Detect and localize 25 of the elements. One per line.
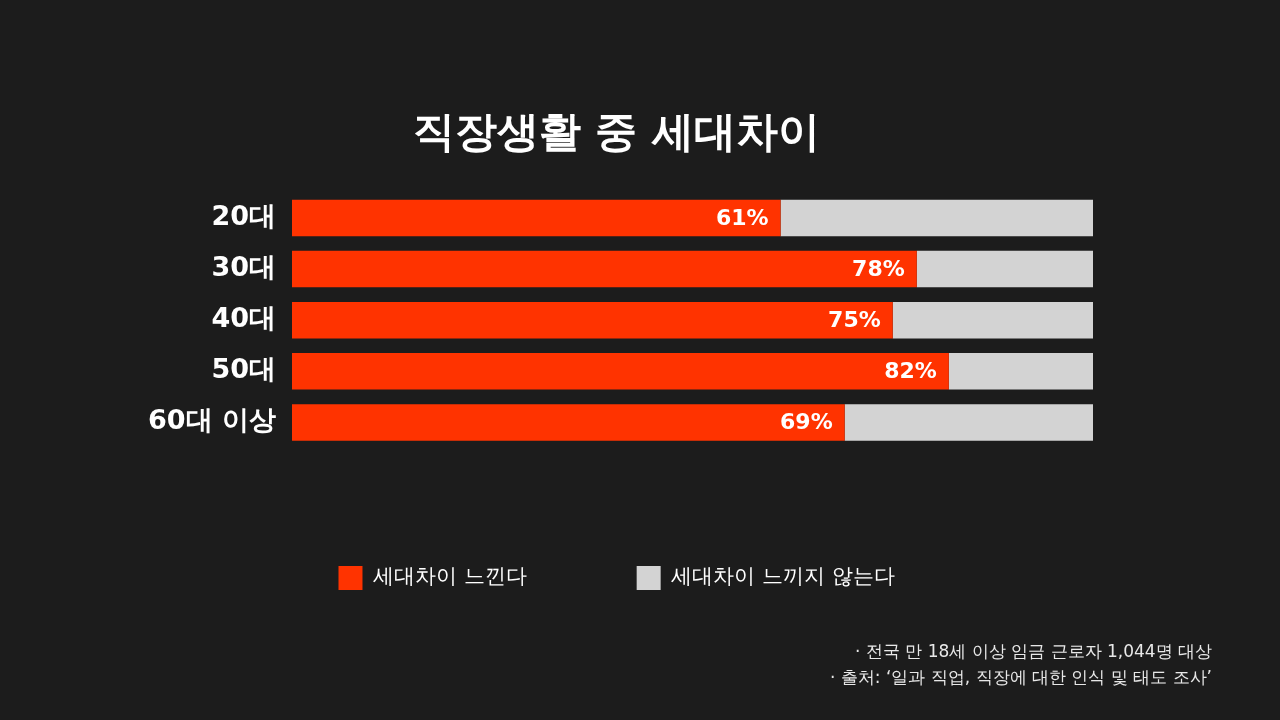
bar: [780, 199, 1093, 237]
bar: [291, 353, 949, 390]
bar: [948, 353, 1093, 390]
bar: [291, 199, 781, 237]
y-tick-label: 50대: [211, 353, 276, 385]
bar: [892, 301, 1093, 339]
y-tick-label: 40대: [211, 302, 276, 334]
data-label: 75%: [828, 306, 881, 332]
text: · 전국 만 18세 이상 임금 근로자 1,044명 대상: [854, 640, 1212, 663]
bar: [844, 404, 1093, 441]
y-tick-label: 20대: [211, 199, 276, 231]
data-label: 69%: [780, 409, 833, 435]
legend-label: 세대차이 느낀다: [372, 564, 527, 589]
bar: [916, 250, 1093, 288]
data-label: 61%: [715, 204, 769, 230]
y-tick-label: 60대 이상: [147, 404, 276, 436]
chart-title: 직장생활 중 세대차이: [412, 107, 821, 157]
legend-label: 세대차이 느끼지 않는다: [671, 564, 895, 589]
y-tick-label: 30대: [211, 251, 276, 283]
data-label: 78%: [852, 255, 905, 281]
bar: [291, 404, 845, 441]
data-label: 82%: [884, 358, 937, 384]
text: · 출처: ‘일과 직업, 직장에 대한 인식 및 태도 조사’: [830, 666, 1212, 689]
bar: [291, 301, 893, 339]
bar: [291, 250, 917, 288]
